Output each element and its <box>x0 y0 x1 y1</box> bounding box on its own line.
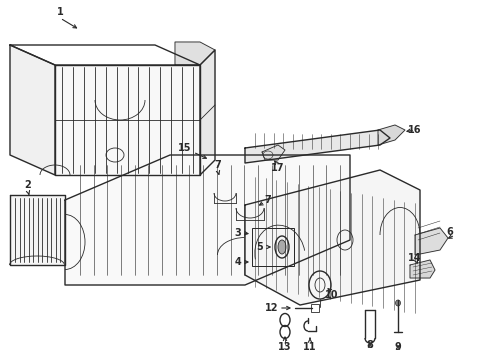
Text: 13: 13 <box>278 342 291 352</box>
Polygon shape <box>262 145 285 160</box>
Text: 16: 16 <box>407 125 421 135</box>
Polygon shape <box>65 155 349 285</box>
Polygon shape <box>175 42 215 65</box>
Text: 6: 6 <box>446 227 452 237</box>
Text: 14: 14 <box>407 253 421 263</box>
Ellipse shape <box>278 240 285 254</box>
Text: 11: 11 <box>303 342 316 352</box>
Polygon shape <box>409 260 434 278</box>
Polygon shape <box>414 228 447 255</box>
Text: 3: 3 <box>234 228 241 238</box>
Text: 12: 12 <box>264 303 278 313</box>
Text: 4: 4 <box>234 257 241 267</box>
Bar <box>310 304 318 312</box>
Polygon shape <box>244 170 419 305</box>
Polygon shape <box>200 50 215 175</box>
Polygon shape <box>244 130 389 163</box>
Polygon shape <box>55 65 200 175</box>
Bar <box>251 228 293 266</box>
Text: 5: 5 <box>256 242 263 252</box>
Polygon shape <box>10 195 65 265</box>
Text: 7: 7 <box>264 195 271 205</box>
Polygon shape <box>10 45 200 65</box>
Text: 17: 17 <box>271 163 284 173</box>
Text: 8: 8 <box>366 340 373 350</box>
Text: 1: 1 <box>57 7 63 17</box>
Text: 15: 15 <box>178 143 191 153</box>
Polygon shape <box>10 45 55 175</box>
Ellipse shape <box>395 300 400 306</box>
Polygon shape <box>377 125 404 145</box>
Text: 2: 2 <box>24 180 31 190</box>
Text: 10: 10 <box>325 290 338 300</box>
Text: 7: 7 <box>214 160 221 170</box>
Text: 9: 9 <box>394 342 401 352</box>
